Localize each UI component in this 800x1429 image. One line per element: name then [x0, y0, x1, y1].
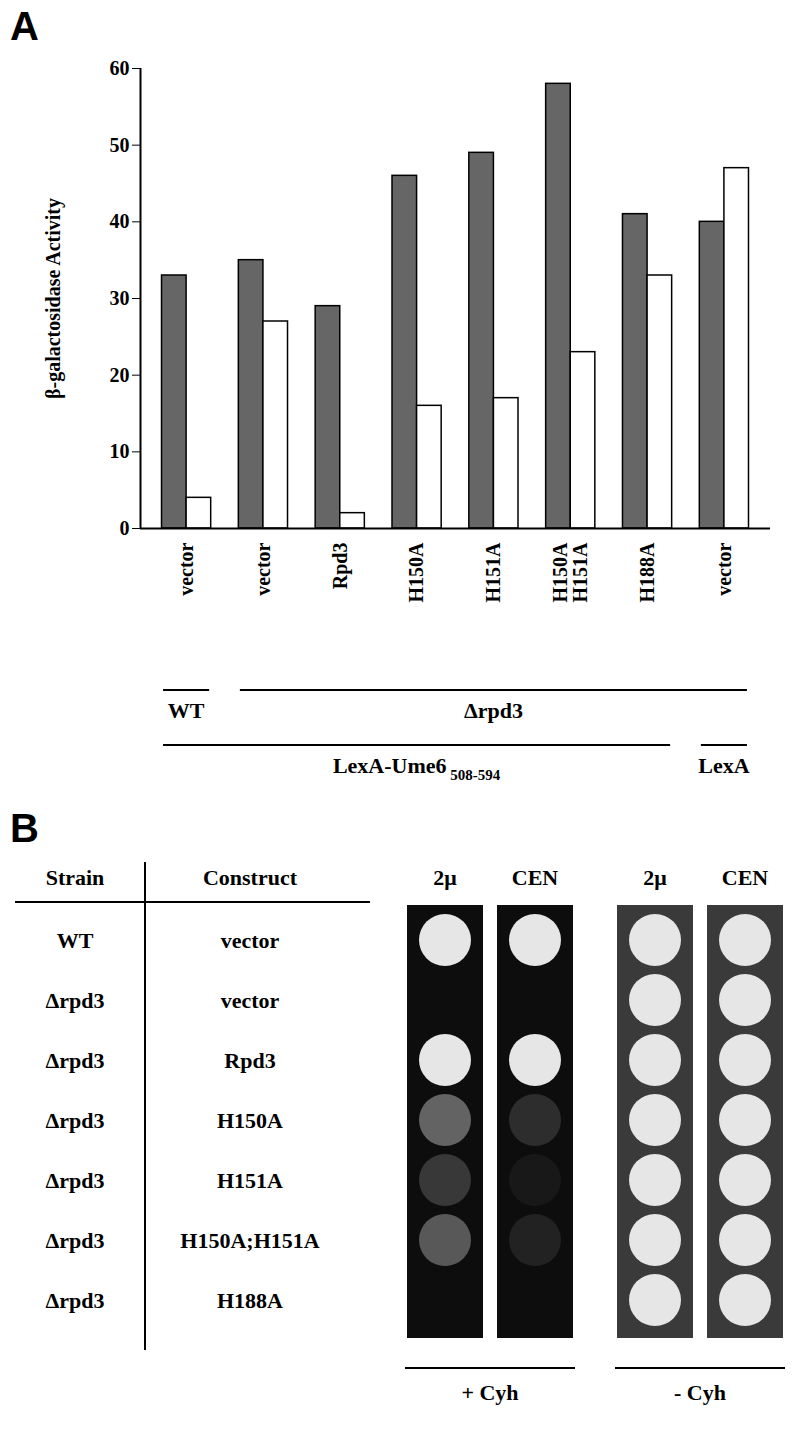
svg-text:vector: vector [252, 542, 274, 595]
svg-text:CEN: CEN [722, 865, 769, 890]
svg-text:vector: vector [221, 928, 280, 953]
svg-text:10: 10 [110, 440, 130, 462]
svg-text:Δrpd3: Δrpd3 [45, 1228, 104, 1253]
svg-text:60: 60 [110, 57, 130, 79]
svg-text:Δrpd3: Δrpd3 [45, 1108, 104, 1133]
svg-text:vector: vector [221, 988, 280, 1013]
svg-text:H151A: H151A [217, 1168, 283, 1193]
svg-text:Δrpd3: Δrpd3 [45, 1168, 104, 1193]
svg-text:Δrpd3: Δrpd3 [45, 1288, 104, 1313]
svg-text:vector: vector [175, 542, 197, 595]
svg-text:H150A: H150A [217, 1108, 283, 1133]
svg-text:LexA: LexA [698, 753, 749, 778]
svg-text:WT: WT [168, 698, 205, 723]
svg-text:H188A: H188A [636, 542, 658, 603]
svg-text:H150A: H150A [405, 542, 427, 603]
svg-text:Construct: Construct [203, 865, 298, 890]
svg-text:β-galactosidase Activity: β-galactosidase Activity [42, 198, 65, 399]
svg-text:40: 40 [110, 210, 130, 232]
svg-text:0: 0 [120, 517, 130, 539]
svg-text:Δrpd3: Δrpd3 [45, 988, 104, 1013]
svg-text:2μ: 2μ [433, 865, 457, 890]
svg-text:Strain: Strain [46, 865, 105, 890]
html-text:B: B [10, 806, 39, 850]
html-text:A: A [10, 4, 39, 48]
svg-text:Rpd3: Rpd3 [224, 1048, 275, 1073]
svg-text:H150AH151A: H150AH151A [549, 542, 591, 603]
svg-text:vector: vector [713, 542, 735, 595]
svg-text:50: 50 [110, 134, 130, 156]
svg-text:Δrpd3: Δrpd3 [464, 698, 523, 723]
svg-text:H151A: H151A [482, 542, 504, 603]
svg-text:Δrpd3: Δrpd3 [45, 1048, 104, 1073]
svg-text:Rpd3: Rpd3 [329, 543, 352, 590]
svg-text:LexA-Ume6 508-594: LexA-Ume6 508-594 [333, 753, 501, 783]
svg-text:H150A;H151A: H150A;H151A [180, 1228, 319, 1253]
svg-text:- Cyh: - Cyh [674, 1380, 726, 1405]
svg-text:+ Cyh: + Cyh [461, 1380, 518, 1405]
svg-text:30: 30 [110, 287, 130, 309]
svg-text:20: 20 [110, 364, 130, 386]
svg-text:CEN: CEN [512, 865, 559, 890]
svg-text:WT: WT [57, 928, 94, 953]
svg-text:H188A: H188A [217, 1288, 283, 1313]
svg-text:2μ: 2μ [643, 865, 667, 890]
